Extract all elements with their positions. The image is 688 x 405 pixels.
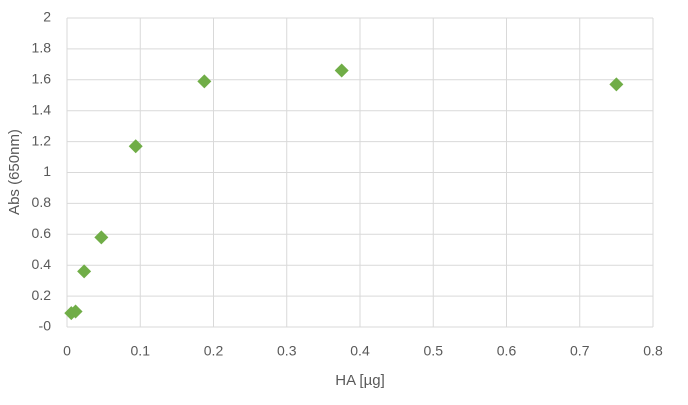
y-tick-label: 0.4 <box>32 256 52 272</box>
data-point <box>77 264 92 279</box>
x-tick-label: 0.5 <box>424 343 444 359</box>
y-tick-label: 1.8 <box>32 40 52 56</box>
data-point <box>609 77 624 92</box>
x-tick-label: 0.7 <box>570 343 590 359</box>
y-tick-label: 1.6 <box>32 71 52 87</box>
x-tick-label: 0.3 <box>277 343 297 359</box>
x-tick-label: 0.8 <box>643 343 663 359</box>
x-tick-label: 0.4 <box>350 343 370 359</box>
y-tick-label: 1 <box>43 163 51 179</box>
data-point <box>128 139 143 154</box>
x-tick-label: 0.6 <box>497 343 517 359</box>
data-point <box>94 230 109 245</box>
y-axis-label: Abs (650nm) <box>6 129 23 215</box>
x-tick-label: 0.2 <box>204 343 224 359</box>
x-tick-label: 0.1 <box>131 343 151 359</box>
y-tick-label: 2 <box>43 9 51 25</box>
y-tick-label: 1.2 <box>32 132 52 148</box>
y-tick-label: 0.2 <box>32 287 52 303</box>
x-tick-label: 0 <box>63 343 71 359</box>
y-tick-label: 0.8 <box>32 194 52 210</box>
y-tick-label: 0.6 <box>32 225 52 241</box>
x-axis-label: HA [µg] <box>335 372 385 389</box>
data-point <box>197 74 212 89</box>
y-tick-label: 1.4 <box>32 101 52 117</box>
data-point <box>68 304 83 319</box>
data-point <box>334 63 349 78</box>
y-tick-label: -0 <box>39 318 52 334</box>
